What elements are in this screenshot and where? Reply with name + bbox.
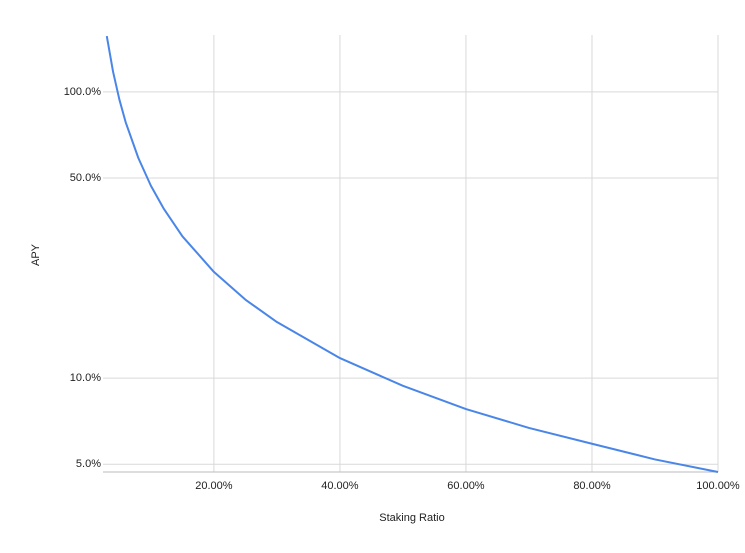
y-tick-label: 10.0%	[70, 372, 101, 384]
x-tick-label: 80.00%	[573, 480, 611, 492]
y-tick-label: 50.0%	[70, 172, 101, 184]
y-axis-title: APY	[30, 243, 42, 266]
x-axis-title: Staking Ratio	[379, 512, 444, 524]
x-tick-label: 40.00%	[321, 480, 359, 492]
y-tick-label: 100.0%	[64, 86, 102, 98]
data-line	[105, 35, 719, 473]
x-tick-label: 100.00%	[696, 480, 740, 492]
x-tick-label: 60.00%	[447, 480, 485, 492]
y-tick-label: 5.0%	[76, 458, 101, 470]
x-tick-label: 20.00%	[195, 480, 233, 492]
